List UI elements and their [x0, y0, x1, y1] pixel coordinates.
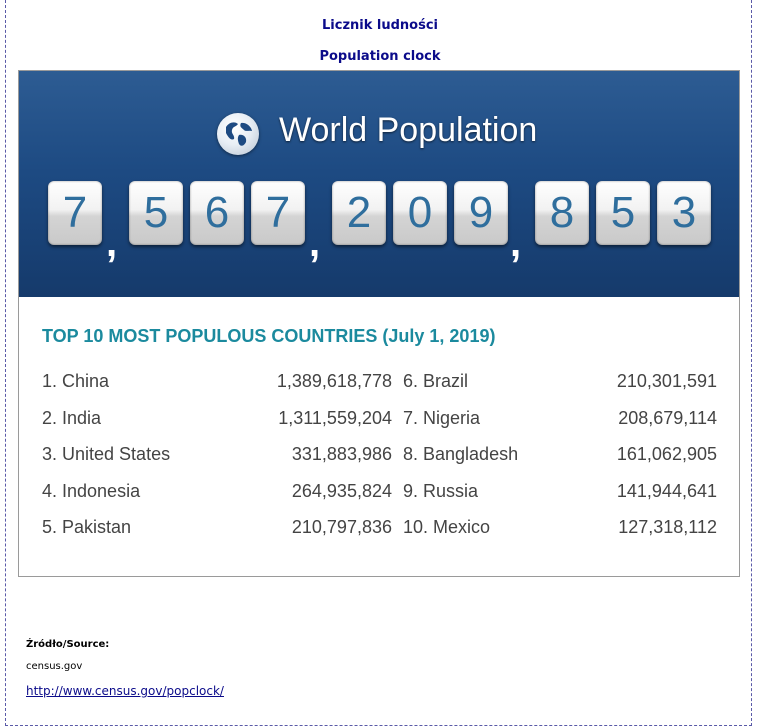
- country-population: 208,679,114: [618, 408, 717, 428]
- source-label: Źródło/Source:: [26, 639, 110, 650]
- page-title-pl: Licznik ludności: [322, 18, 438, 33]
- country-name: 8. Bangladesh: [403, 444, 519, 464]
- country-population: 210,797,836: [291, 517, 392, 537]
- page-title-en: Population clock: [319, 49, 441, 64]
- globe-icon: [217, 113, 259, 155]
- top-countries-heading: TOP 10 MOST POPULOUS COUNTRIES (July 1, …: [42, 326, 496, 346]
- source-link[interactable]: http://www.census.gov/popclock/: [26, 684, 224, 698]
- country-population: 264,935,824: [291, 481, 392, 501]
- country-name: 3. United States: [42, 444, 171, 464]
- world-population-title: World Population: [279, 111, 538, 149]
- page-frame: [5, 0, 752, 726]
- counter-separator: ,: [106, 221, 118, 265]
- counter-digit: 2: [332, 181, 386, 245]
- country-name: 5. Pakistan: [42, 517, 132, 537]
- counter-digit: 3: [657, 181, 711, 245]
- counter-digit: 7: [251, 181, 305, 245]
- country-population: 1,389,618,778: [276, 371, 392, 391]
- country-population: 331,883,986: [291, 444, 392, 464]
- country-name: 9. Russia: [403, 481, 479, 501]
- counter-separator: ,: [510, 221, 522, 265]
- country-population: 161,062,905: [616, 444, 717, 464]
- country-name: 2. India: [42, 408, 102, 428]
- country-name: 4. Indonesia: [42, 481, 141, 501]
- country-population: 141,944,641: [616, 481, 717, 501]
- counter-digit: 5: [129, 181, 183, 245]
- country-name: 1. China: [42, 371, 110, 391]
- country-population: 1,311,559,204: [278, 408, 392, 428]
- country-population: 210,301,591: [616, 371, 717, 391]
- counter-digit: 0: [393, 181, 447, 245]
- country-name: 7. Nigeria: [403, 408, 481, 428]
- counter-digit: 6: [190, 181, 244, 245]
- counter-digit: 8: [535, 181, 589, 245]
- country-name: 10. Mexico: [403, 517, 491, 537]
- source-name: census.gov: [26, 661, 83, 672]
- counter-digit: 7: [48, 181, 102, 245]
- counter-digit: 5: [596, 181, 650, 245]
- counter-separator: ,: [309, 221, 321, 265]
- country-name: 6. Brazil: [403, 371, 469, 391]
- counter-digit: 9: [454, 181, 508, 245]
- country-population: 127,318,112: [618, 517, 717, 537]
